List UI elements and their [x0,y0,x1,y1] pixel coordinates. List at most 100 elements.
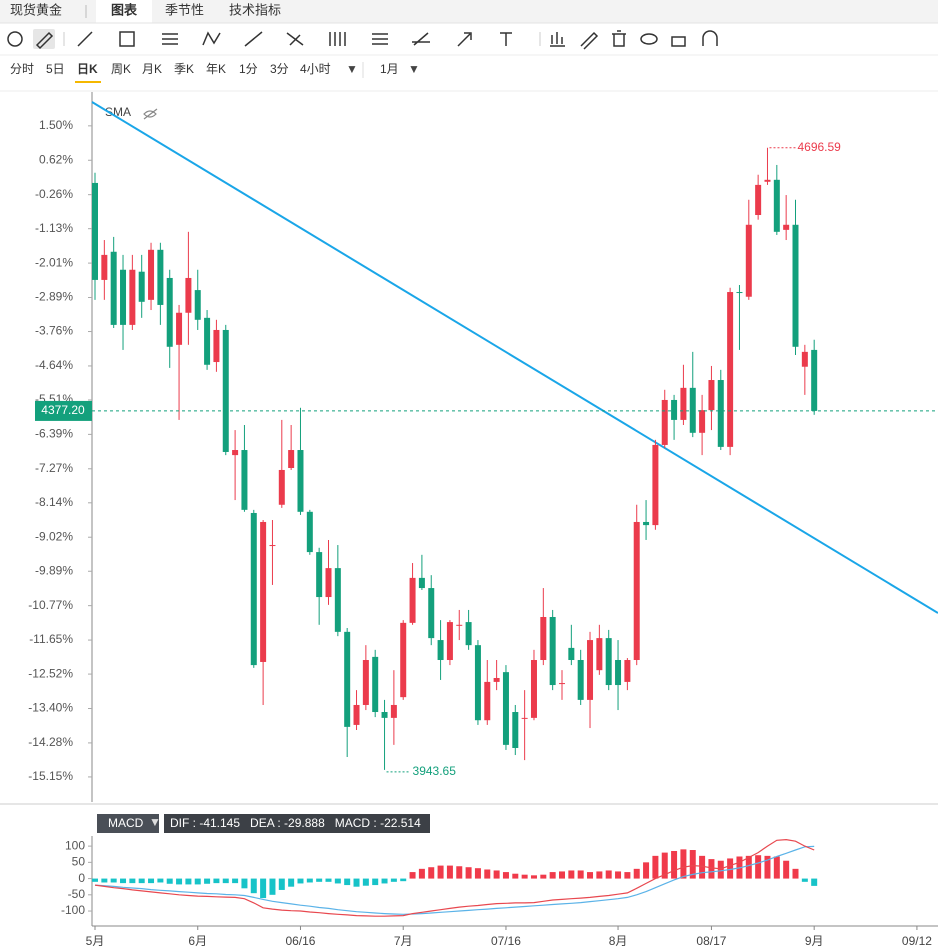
icon-cycle[interactable] [329,32,346,46]
macd-bar [727,858,734,879]
x-tick-label: 06/16 [285,934,315,948]
macd-bar [605,870,612,879]
candle-body [204,317,211,365]
icon-gauge[interactable] [7,31,23,47]
icon-lock[interactable] [671,36,686,47]
timeframe[interactable]: 4小时 [300,62,331,76]
timeframe[interactable]: 5日 [46,62,65,76]
period[interactable]: 1月 [380,62,399,76]
macd-bar [241,878,248,889]
candle-body [418,577,425,589]
candle-body [110,251,117,325]
candle-body [559,683,565,685]
timeframe[interactable]: 周K [111,62,131,76]
candle-body [643,521,650,526]
icon-levels[interactable] [372,33,388,45]
candle-body [764,179,771,182]
macd-name[interactable]: MACD [108,816,144,830]
candle-body [661,399,668,445]
candle-body [288,450,295,469]
icon-pen[interactable] [35,31,54,50]
icon-parallel[interactable] [162,33,178,45]
macd-bar [344,878,351,886]
tab[interactable]: 图表 [111,2,138,17]
macd-bar [615,871,622,879]
macd-bar [400,878,407,882]
timeframe[interactable]: 月K [142,62,162,76]
icon-brush[interactable] [412,32,430,46]
macd-bar [92,878,98,882]
trend-line[interactable] [91,101,938,614]
tab[interactable]: 技术指标 [229,2,281,17]
macd-bar [176,878,183,885]
macd-bar [773,856,780,879]
candle-body [166,277,173,347]
candle-body [549,616,556,686]
macd-bar [699,855,706,879]
macd-bar [446,865,453,879]
macd-bar [577,870,584,879]
icon-gann[interactable] [286,32,304,46]
candle-body [530,660,537,718]
macd-bar [260,878,267,899]
candle-body [540,616,547,661]
macd-tick-label: 50 [72,855,86,869]
timeframe[interactable]: 年K [206,62,226,76]
timeframe[interactable]: 3分 [270,62,289,76]
icon-magnet[interactable] [702,30,718,46]
candle-body [120,269,127,325]
macd-bar [306,878,313,883]
timeframe[interactable]: 1分 [239,62,258,76]
macd-tick-label: 0 [78,871,85,885]
dropdown-arrow[interactable]: ▼ [346,62,358,76]
y-tick-label: -10.77% [28,598,73,612]
macd-bar [101,878,108,883]
macd-bar [689,850,696,879]
tab[interactable]: 季节性 [165,2,204,17]
candle-body [390,704,397,718]
candle-body [176,312,183,345]
timeframe[interactable]: 日K [77,62,98,76]
last-price-label: 4377.20 [41,403,85,417]
tab[interactable]: 现货黄金 [10,2,62,17]
macd-header-bg [164,814,430,833]
indicator-label: SMA [105,105,131,119]
candle-body [157,249,164,305]
icon-rect[interactable] [119,31,135,47]
hide-icon[interactable] [143,108,158,120]
macd-selector[interactable] [97,814,159,833]
candle-body [596,638,603,671]
candle-body [633,521,640,661]
macd-bar [549,872,556,879]
y-tick-label: -15.15% [28,769,73,783]
candle-body [652,444,659,526]
timeframes: 分时 5日 日K 周K 月K 季K 年K 1分 3分 4小时 [10,62,331,83]
candle-body [577,660,584,700]
icon-text[interactable] [500,32,512,46]
candle-body [306,511,313,553]
icon-delete[interactable] [612,30,626,47]
candle-body [680,387,687,420]
icon-eye[interactable] [640,33,658,45]
icon-fib[interactable] [244,31,263,47]
icon-chart[interactable] [550,32,565,47]
icon-arrow[interactable] [457,32,472,47]
dropdown-arrow[interactable]: ▼ [408,62,420,76]
y-tick-label: -11.65% [29,632,73,646]
candle-body [568,647,575,661]
dropdown-arrow[interactable]: ▼ [149,815,161,829]
icon-pattern[interactable] [202,31,221,46]
macd-bar [148,878,155,884]
timeframe[interactable]: 分时 [10,62,34,76]
x-tick-label: 6月 [188,934,207,948]
candle-body [260,521,267,662]
macd-bar [288,878,295,887]
icon-edit[interactable] [580,31,599,50]
timeframe[interactable]: 季K [174,62,194,76]
candle-body [185,277,192,313]
icon-line[interactable] [77,31,93,47]
x-tick-label: 8月 [609,934,628,948]
macd-bar [474,868,481,879]
y-tick-label: -8.14% [35,495,73,509]
